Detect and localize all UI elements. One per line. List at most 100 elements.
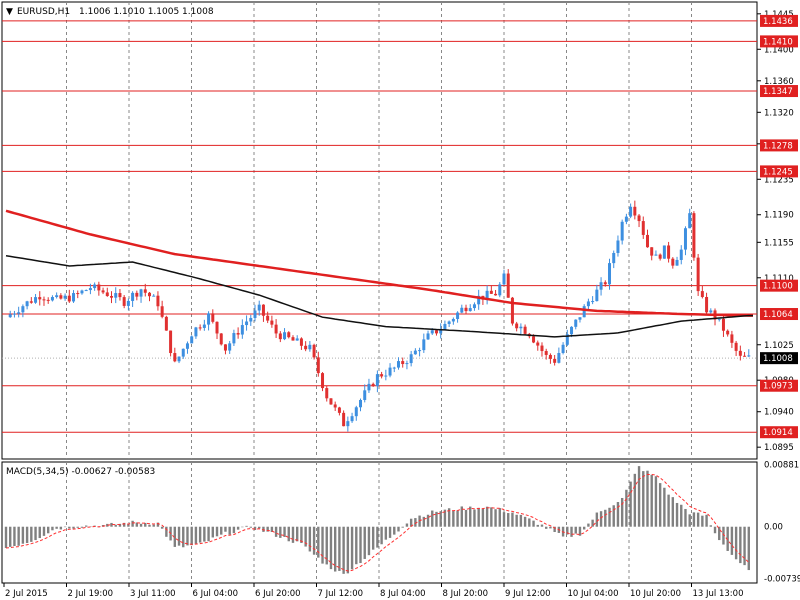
macd-bar [152,524,155,527]
macd-bar [692,512,696,527]
candle-body [249,317,253,322]
candle-body [38,297,42,300]
macd-bar [47,526,50,534]
macd-indicator [4,466,750,574]
candle-body [565,334,569,345]
candle-body [329,398,333,405]
candle-body [198,327,202,329]
macd-bar [34,526,37,541]
macd-bar [426,514,430,527]
candle-body [181,348,185,357]
macd-bar [144,522,147,527]
time-label: 13 Jul 13:00 [693,589,744,599]
macd-bar [80,526,84,528]
candle-body [409,354,413,364]
candle-body [93,284,97,289]
macd-bar [249,526,252,528]
candle-body [131,292,135,301]
price-label: 1.1025 [764,341,794,351]
macd-tick-label: 0.00 [764,523,783,533]
macd-bar [528,518,531,527]
horizontal-levels[interactable] [2,20,757,433]
macd-bar [696,512,700,527]
moving-average-line [5,209,753,317]
macd-bar [190,526,193,546]
candle-body [477,295,481,305]
candle-body [274,324,278,334]
candle-body [236,333,240,335]
macd-bar [705,514,708,527]
macd-bar [42,526,46,536]
macd-bar [456,510,459,527]
macd-bar [464,509,468,527]
candle-body [645,234,649,248]
macd-bar [633,473,637,527]
candle-body [72,293,76,302]
candle-body [375,374,379,387]
macd-bar [253,526,257,530]
macd-bar [355,526,358,565]
macd-bar [490,507,493,527]
macd-bar [460,506,463,527]
candle-body [620,221,624,241]
macd-bar [156,522,160,527]
macd-bar [384,526,388,540]
candle-body [743,355,747,357]
candle-body [671,258,675,266]
candle-body [683,228,687,250]
macd-bar [443,509,447,527]
macd-bar [578,526,582,536]
vertical-grid [66,2,692,583]
candle-body [342,412,346,427]
price-label: 1.1110 [764,274,794,284]
macd-label: MACD(5,34,5) -0.00627 -0.00583 [6,467,155,477]
macd-axis: 0.00881 0.00 -0.00739 [764,461,800,585]
candle-body [350,416,354,422]
time-label: 10 Jul 04:00 [568,589,619,599]
candle-body [726,330,730,335]
candle-body [548,354,552,359]
candle-body [101,290,105,293]
level-label: 1.0914 [763,428,793,438]
macd-bar [684,508,687,527]
candle-body [654,254,658,256]
candle-body [730,334,734,343]
candle-body [223,344,227,351]
candle-body [405,363,409,365]
candle-body [570,326,574,335]
candle-body [515,323,519,329]
chart-menu-icon[interactable]: ▼ [6,7,13,17]
candle-body [253,310,257,318]
macd-bar [148,524,151,527]
candle-body [97,284,101,291]
time-axis[interactable]: 2 Jul 2015 2 Jul 19:00 3 Jul 11:00 6 Jul 04… [3,583,744,599]
macd-bar [232,526,236,534]
macd-bar [118,523,122,527]
candle-body [557,353,561,363]
candle-body [42,299,46,301]
candle-body [510,297,514,324]
candle-body [489,290,493,294]
candle-body [67,295,71,302]
macd-bar [76,526,79,528]
time-label: 8 Jul 04:00 [380,589,426,599]
macd-bar [262,526,265,532]
macd-bar [414,518,417,527]
candle-body [114,293,118,298]
macd-bar [608,507,611,527]
level-badge [760,308,798,321]
macd-bar [507,513,510,527]
macd-bar [300,526,303,544]
macd-bar [308,526,312,552]
candle-body [202,324,206,328]
candle-body [105,292,109,297]
price-axis[interactable]: 1.14451.14001.13601.13201.12801.12351.11… [757,10,798,453]
macd-bar [532,520,535,527]
candle-body [692,213,696,258]
macd-bar [304,526,307,547]
macd-bar [663,487,666,527]
macd-bar [194,526,198,544]
level-label: 1.1278 [763,141,793,151]
candle-body [696,257,700,292]
